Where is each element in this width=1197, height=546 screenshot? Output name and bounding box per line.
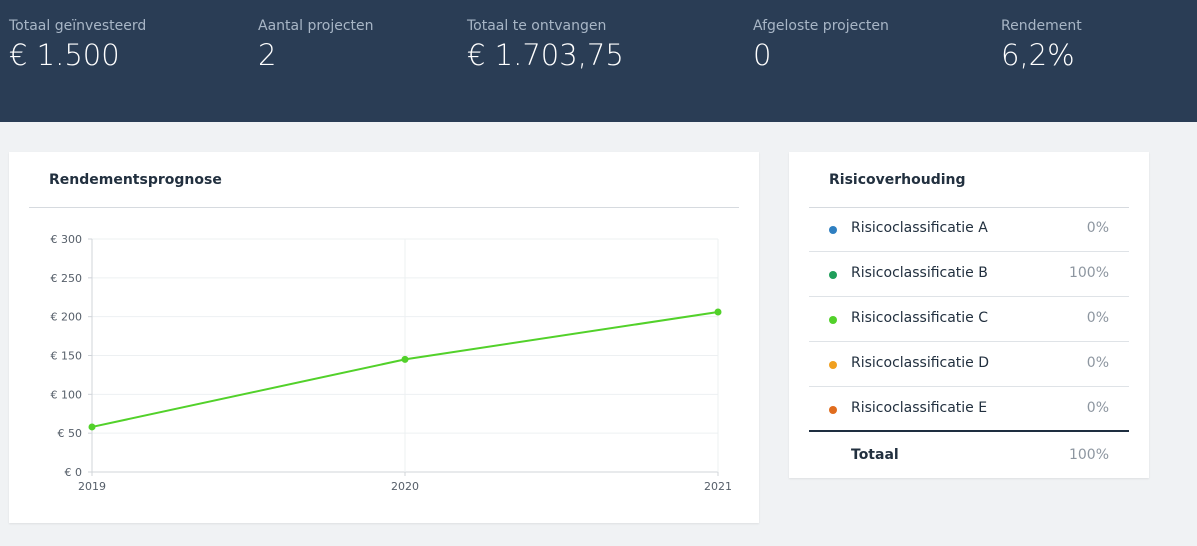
forecast-card: Rendementsprognose € 0 € 50 € 100 € 150 € 20… <box>9 152 759 523</box>
stat-repaid-projects: Afgeloste projecten 0 <box>753 18 889 72</box>
risk-card: Risicoverhouding Risicoclassificatie A 0… <box>789 152 1149 478</box>
risk-e-dot-icon <box>829 406 837 414</box>
risk-total-row: Totaal 100% <box>809 434 1129 474</box>
risk-label: Risicoclassificatie B <box>851 265 988 281</box>
stat-label: Rendement <box>1001 18 1082 34</box>
risk-pct: 0% <box>1086 400 1109 416</box>
risk-pct: 0% <box>1086 355 1109 371</box>
stat-label: Aantal projecten <box>258 18 374 34</box>
risk-row-b: Risicoclassificatie B 100% <box>809 252 1129 297</box>
risk-c-dot-icon <box>829 316 837 324</box>
risk-list: Risicoclassificatie A 0% Risicoclassific… <box>809 207 1129 432</box>
risk-total-pct: 100% <box>1068 447 1109 463</box>
x-tick-label: 2019 <box>78 480 106 493</box>
data-point <box>401 355 409 363</box>
risk-a-dot-icon <box>829 226 837 234</box>
risk-row-c: Risicoclassificatie C 0% <box>809 297 1129 342</box>
x-tick-label: 2021 <box>704 480 732 493</box>
stat-total-invested: Totaal geïnvesteerd € 1.500 <box>9 18 146 72</box>
data-point <box>88 423 96 431</box>
risk-label: Risicoclassificatie A <box>851 220 988 236</box>
stat-value: 6,2% <box>1001 38 1075 72</box>
card-divider <box>809 207 1129 208</box>
data-point <box>714 308 722 316</box>
risk-row-d: Risicoclassificatie D 0% <box>809 342 1129 387</box>
stat-value: € 1.500 <box>9 38 120 72</box>
risk-label: Risicoclassificatie E <box>851 400 988 416</box>
stats-banner: Totaal geïnvesteerd € 1.500 Aantal proje… <box>0 0 1197 122</box>
stat-label: Afgeloste projecten <box>753 18 889 34</box>
risk-pct: 0% <box>1086 220 1109 236</box>
stat-project-count: Aantal projecten 2 <box>258 18 374 72</box>
risk-label: Risicoclassificatie D <box>851 355 990 371</box>
stat-return: Rendement 6,2% <box>1001 18 1082 72</box>
risk-pct: 0% <box>1086 310 1109 326</box>
stat-value: € 1.703,75 <box>467 38 624 72</box>
card-divider <box>29 207 739 208</box>
risk-pct: 100% <box>1068 265 1109 281</box>
risk-row-a: Risicoclassificatie A 0% <box>809 207 1129 252</box>
stat-label: Totaal te ontvangen <box>467 18 607 34</box>
y-tick-label: € 50 <box>58 427 83 440</box>
stat-total-receivable: Totaal te ontvangen € 1.703,75 <box>467 18 624 72</box>
y-tick-label: € 100 <box>51 388 83 401</box>
risk-row-e: Risicoclassificatie E 0% <box>809 387 1129 432</box>
risk-label: Risicoclassificatie C <box>851 310 989 326</box>
stat-label: Totaal geïnvesteerd <box>9 18 147 34</box>
stat-value: 2 <box>258 38 277 72</box>
y-tick-label: € 200 <box>51 311 83 324</box>
y-tick-label: € 250 <box>51 272 83 285</box>
x-tick-label: 2020 <box>391 480 419 493</box>
risk-b-dot-icon <box>829 271 837 279</box>
risk-d-dot-icon <box>829 361 837 369</box>
forecast-chart: € 0 € 50 € 100 € 150 € 200 € 250 € 300 2019 2020… <box>51 233 733 493</box>
stat-value: 0 <box>753 38 772 72</box>
y-tick-label: € 300 <box>51 233 83 246</box>
risk-total-label: Totaal <box>851 447 899 463</box>
y-tick-label: € 150 <box>51 350 83 363</box>
forecast-title: Rendementsprognose <box>49 172 222 188</box>
y-tick-label: € 0 <box>65 466 83 479</box>
risk-title: Risicoverhouding <box>829 172 966 188</box>
